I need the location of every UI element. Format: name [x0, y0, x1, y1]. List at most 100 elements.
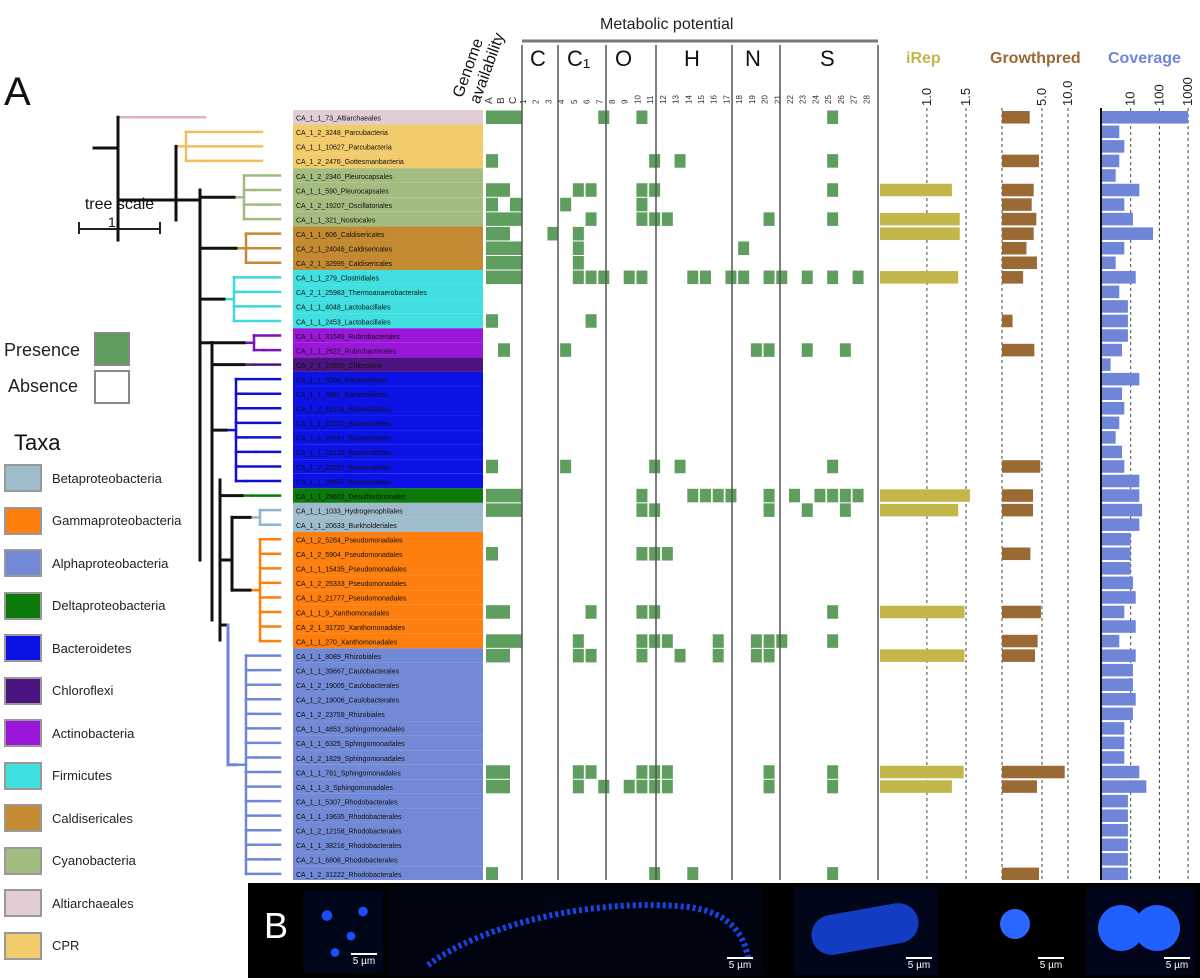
column-number: 1 [519, 99, 528, 104]
coverage-bar [1102, 518, 1140, 531]
genome-label: CA_2_1_32995_Caldisericales [296, 261, 393, 268]
column-number: 7 [595, 99, 604, 104]
genome-label: CA_1_1_29657_Bacteroidetes [296, 479, 392, 486]
presence-cell [510, 503, 522, 517]
growth-bar [1002, 765, 1065, 779]
genome-label-bg [293, 357, 483, 372]
presence-cell [572, 270, 584, 285]
genome-label-bg [293, 211, 483, 227]
presence-cell [572, 634, 584, 648]
genome-label-bg [293, 604, 483, 620]
taxa-legend-item: Chloroflexi [4, 675, 113, 707]
coverage-bar [1102, 140, 1125, 153]
genome-label: CA_1_2_19006_Caulobacterales [296, 698, 400, 705]
column-number: 22 [786, 95, 795, 104]
genome-label-bg [293, 444, 483, 460]
presence-cell [738, 270, 750, 285]
coverage-tick-label: 10 [1123, 92, 1138, 106]
presence-cell [486, 197, 498, 212]
taxa-legend-item: Gammaproteobacteria [4, 505, 181, 537]
genome-label: CA_1_1_73_Altiarchaeales [296, 116, 381, 123]
presence-cell [498, 503, 510, 517]
presence-cell [636, 197, 648, 212]
coverage-bar [1102, 489, 1140, 502]
micrograph-strip: B 5 µm 5 µm 5 µm 5 µm 5 µm [248, 883, 1200, 978]
genome-label: CA_1_1_2453_Lactobacillales [296, 319, 391, 326]
genome-label-bg [293, 240, 483, 256]
coverage-bar [1102, 474, 1140, 488]
genome-label: CA_1_1_15435_Pseudomonadales [296, 567, 407, 574]
absence-swatch [94, 370, 130, 404]
growth-bar [1002, 198, 1032, 211]
genome-label: CA_1_1_5004_Bacteroidetes [296, 377, 388, 384]
taxa-label: Betaproteobacteria [52, 470, 162, 486]
scale-label-4: 5 µm [1039, 960, 1063, 971]
presence-cell [725, 488, 737, 503]
column-number: 16 [710, 95, 719, 104]
growth-bar [1002, 867, 1039, 880]
micrograph-4: 5 µm [960, 887, 1070, 975]
genome-label: CA_1_1_10627_Parcubacteria [296, 145, 392, 152]
presence-cell [498, 241, 510, 255]
presence-cell [636, 183, 648, 197]
taxa-label: Altiarchaeales [52, 895, 134, 911]
growth-bar [1002, 605, 1041, 619]
genome-label-bg [293, 139, 483, 154]
genome-label-bg [293, 793, 483, 809]
group-header-c1: C₁ [567, 46, 591, 71]
genome-label: CA_2_1_25983_Thermoanaerobacterales [296, 290, 427, 297]
growth-tick-label: 5.0 [1034, 88, 1049, 106]
genome-label-bg [293, 299, 483, 314]
column-number: 11 [646, 95, 655, 104]
coverage-bar [1102, 460, 1125, 473]
genome-label-bg [293, 182, 483, 198]
genome-label-bg [293, 575, 483, 591]
taxa-label: Bacteroidetes [52, 640, 132, 656]
genome-label: CA_1_2_2476_Gottesmanbacteria [296, 159, 404, 166]
genome-label: CA_1_2_31222_Rhodobacterales [296, 872, 402, 879]
coverage-bar [1102, 169, 1116, 182]
genome-label: CA_1_1_1033_Hydrogenophilales [296, 508, 403, 515]
genome-label: CA_1_1_38216_Rhodobacterales [296, 843, 402, 850]
presence-cell [827, 488, 839, 503]
presence-cell [486, 241, 498, 255]
presence-cell [498, 256, 510, 270]
genome-label: CA_1_1_20633_Burkholderiales [296, 523, 397, 530]
genome-label-bg [293, 197, 483, 212]
presence-cell [585, 183, 597, 197]
presence-cell [649, 547, 661, 561]
presence-cell [661, 634, 673, 648]
presence-cell [486, 547, 498, 561]
genome-label: CA_1_1_279_Clostridiales [296, 276, 379, 283]
presence-cell [486, 110, 498, 125]
genome-label: CA_1_2_12158_Rhodobacterales [296, 829, 402, 836]
coverage-bar [1102, 111, 1189, 124]
growthpred-bars: 5.0 10.0 [1001, 81, 1075, 880]
coverage-bar [1102, 154, 1120, 168]
presence-cell [510, 270, 522, 285]
presence-cell [598, 270, 610, 285]
genome-label: CA_2_1_24046_Caldisericales [296, 247, 393, 254]
taxa-legend-item: Caldisericales [4, 802, 133, 834]
genome-label-bg [293, 110, 483, 125]
coverage-bar [1102, 343, 1123, 357]
presence-cell [712, 488, 724, 503]
taxa-swatch [4, 676, 42, 705]
genome-label: CA_1_1_270_Xanthomonadales [296, 639, 398, 646]
genome-label-bg [293, 401, 483, 416]
coverage-bar [1102, 707, 1133, 721]
irep-bars: 1.0 1.5 [880, 88, 973, 880]
presence-cell [510, 488, 522, 503]
coverage-bar [1102, 663, 1133, 677]
coverage-bar [1102, 794, 1128, 808]
presence-cell [598, 779, 610, 794]
genome-label-bg [293, 371, 483, 387]
column-number: 4 [557, 99, 566, 104]
coverage-bar [1102, 823, 1128, 837]
genome-label: CA_1_2_5904_Pseudomonadales [296, 552, 403, 559]
column-number: 18 [735, 95, 744, 104]
presence-cell [852, 488, 864, 503]
irep-bar [880, 605, 965, 619]
presence-cell [827, 183, 839, 197]
presence-cell [636, 110, 648, 125]
